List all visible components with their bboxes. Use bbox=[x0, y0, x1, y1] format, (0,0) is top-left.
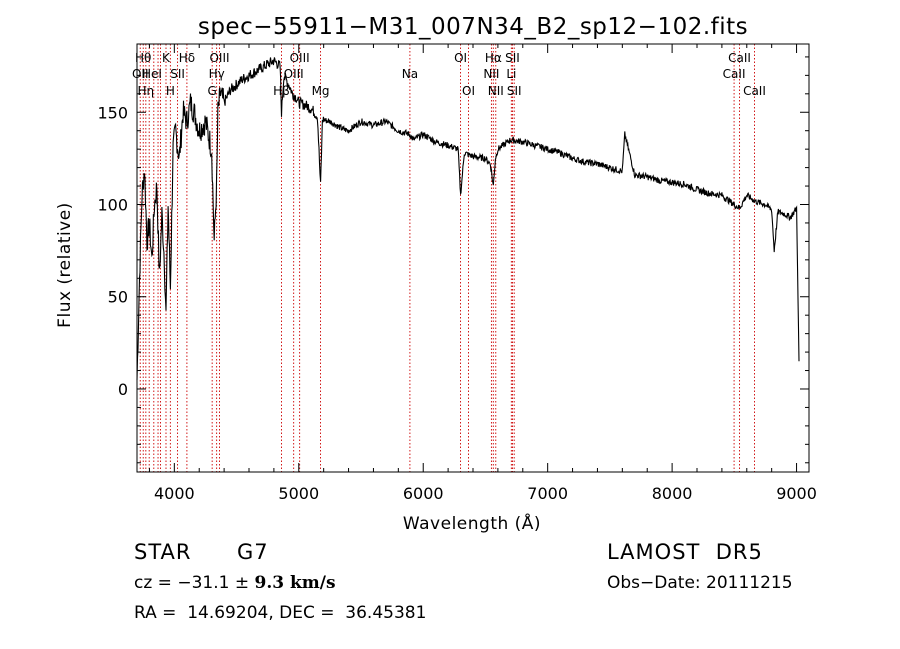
line-label-21: NII bbox=[483, 67, 499, 81]
x-tick-label-2: 6000 bbox=[403, 484, 444, 503]
x-tick-label-1: 5000 bbox=[278, 484, 319, 503]
object-subclass: G7 bbox=[237, 540, 269, 564]
line-label-16: OIII bbox=[290, 51, 310, 65]
line-label-7: K bbox=[162, 51, 171, 65]
spectral-line-labels: OII Hθ Hη K H SII Hδ G Hγ OIII Hβ OIII OIII Mg Na OI OI N… bbox=[132, 51, 766, 98]
line-label-29: CaII bbox=[743, 84, 766, 98]
line-label-9: SII bbox=[170, 67, 185, 81]
velocity-readout: cz = −31.1 ± 9.3 km/s bbox=[134, 573, 336, 593]
line-label-8: H bbox=[166, 84, 175, 98]
extra-line-label-0: HeI bbox=[142, 67, 162, 81]
object-class: STAR bbox=[134, 540, 192, 564]
x-axis-label: Wavelength (Å) bbox=[403, 512, 541, 534]
plot-frame bbox=[136, 43, 810, 473]
chart-title: spec−55911−M31_007N34_B2_sp12−102.fits bbox=[198, 14, 748, 40]
spectral-line-markers bbox=[139, 44, 755, 472]
line-label-23: NII bbox=[488, 84, 504, 98]
x-tick-label-4: 8000 bbox=[652, 484, 693, 503]
line-label-28: CaII bbox=[728, 51, 751, 65]
velocity-value: 9.3 km/s bbox=[254, 573, 336, 593]
line-label-14: Hβ bbox=[273, 84, 290, 98]
line-label-11: G bbox=[208, 84, 217, 98]
line-label-18: Na bbox=[402, 67, 418, 81]
line-label-15: OIII bbox=[284, 67, 304, 81]
y-axis-label: Flux (relative) bbox=[55, 202, 75, 328]
line-label-12: Hγ bbox=[209, 67, 225, 81]
line-label-27: CaII bbox=[723, 67, 746, 81]
x-tick-label-0: 4000 bbox=[154, 484, 195, 503]
line-label-24: Li bbox=[506, 67, 516, 81]
line-label-25: SII bbox=[505, 51, 520, 65]
line-label-22: Hα bbox=[485, 51, 502, 65]
y-axis-ticks: 0 50 100 150 bbox=[97, 56, 809, 464]
line-label-19: OI bbox=[454, 51, 467, 65]
line-label-20: OI bbox=[462, 84, 475, 98]
y-tick-label-2: 100 bbox=[97, 196, 128, 215]
coordinates: RA = 14.69204, DEC = 36.45381 bbox=[134, 603, 427, 623]
y-tick-label-3: 150 bbox=[97, 103, 128, 122]
y-tick-label-1: 50 bbox=[108, 288, 128, 307]
line-label-26: SII bbox=[507, 84, 522, 98]
line-label-1: Hθ bbox=[135, 51, 151, 65]
x-tick-label-5: 9000 bbox=[776, 484, 817, 503]
line-label-2: Hη bbox=[138, 84, 155, 98]
spectrum-series-line bbox=[136, 57, 800, 381]
survey-name: LAMOST DR5 bbox=[607, 540, 763, 564]
y-tick-label-0: 0 bbox=[118, 380, 128, 399]
line-label-13: OIII bbox=[209, 51, 229, 65]
line-label-10: Hδ bbox=[179, 51, 195, 65]
observation-date: Obs−Date: 20111215 bbox=[607, 573, 793, 593]
line-label-17: Mg bbox=[312, 84, 330, 98]
x-axis-ticks: 4000 5000 6000 7000 8000 9000 bbox=[148, 44, 817, 503]
plot-axes bbox=[136, 43, 810, 473]
velocity-prefix: cz = −31.1 ± bbox=[134, 573, 255, 593]
x-tick-label-3: 7000 bbox=[527, 484, 568, 503]
line-label-0: OII bbox=[132, 67, 149, 81]
